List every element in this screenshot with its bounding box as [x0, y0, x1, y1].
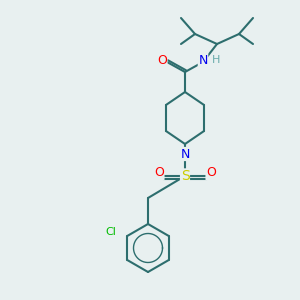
- Text: N: N: [180, 148, 190, 160]
- Text: O: O: [154, 167, 164, 179]
- Text: Cl: Cl: [106, 227, 117, 237]
- Text: O: O: [206, 167, 216, 179]
- Text: H: H: [212, 55, 220, 65]
- Text: N: N: [198, 53, 208, 67]
- Text: S: S: [181, 169, 189, 183]
- Text: O: O: [157, 53, 167, 67]
